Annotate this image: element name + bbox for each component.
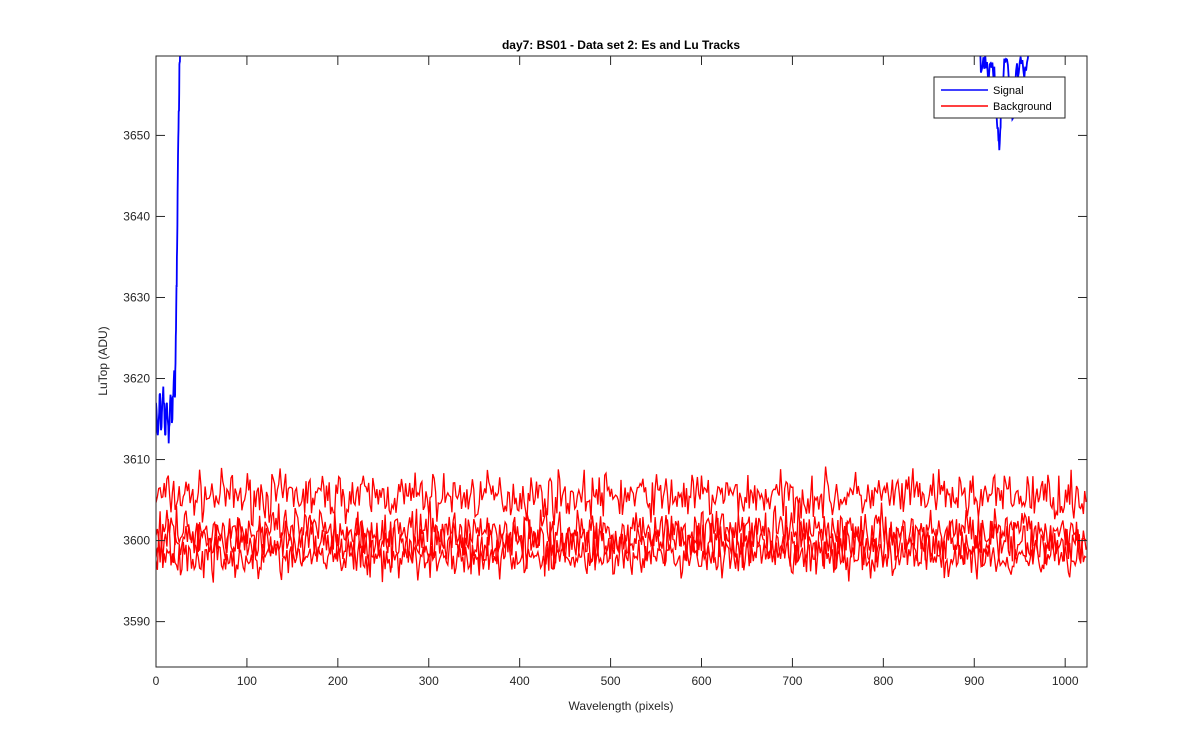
- y-axis-label: LuTop (ADU): [96, 326, 110, 395]
- x-tick-label: 100: [237, 674, 257, 688]
- x-tick-label: 600: [691, 674, 711, 688]
- y-tick-label: 3610: [123, 453, 150, 467]
- x-tick-label: 900: [964, 674, 984, 688]
- x-tick-label: 0: [153, 674, 160, 688]
- background-trace-3: [156, 530, 1087, 583]
- plot-area: [156, 56, 1087, 667]
- y-tick-label: 3590: [123, 615, 150, 629]
- background-trace-0: [156, 466, 1087, 527]
- legend-background-label: Background: [993, 101, 1052, 113]
- legend-box: [933, 76, 1066, 119]
- x-tick-label: 400: [510, 674, 530, 688]
- y-tick-label: 3630: [123, 290, 150, 304]
- x-tick-label: 800: [873, 674, 893, 688]
- y-tick-label: 3620: [123, 372, 150, 386]
- x-tick-label: 200: [328, 674, 348, 688]
- x-tick-label: 300: [419, 674, 439, 688]
- background-trace-2: [156, 511, 1087, 577]
- legend: Signal Background: [933, 76, 1066, 119]
- x-axis: 0 100 200 300 400 500 600 700 800 900 1000: [153, 56, 1079, 688]
- legend-signal-label: Signal: [993, 85, 1024, 97]
- x-axis-label: Wavelength (pixels): [569, 699, 674, 713]
- y-tick-label: 3600: [123, 534, 150, 548]
- x-tick-label: 1000: [1052, 674, 1079, 688]
- x-tick-label: 500: [601, 674, 621, 688]
- series-layer: [156, 56, 1087, 583]
- y-tick-label: 3640: [123, 209, 150, 223]
- signal-trace-0: [156, 56, 181, 444]
- y-tick-label: 3650: [123, 128, 150, 142]
- x-tick-label: 700: [782, 674, 802, 688]
- y-axis: 3590 3600 3610 3620 3630 3640 3650: [123, 128, 1087, 629]
- plot-box: [155, 55, 1088, 668]
- chart-title: day7: BS01 - Data set 2: Es and Lu Track…: [502, 38, 740, 52]
